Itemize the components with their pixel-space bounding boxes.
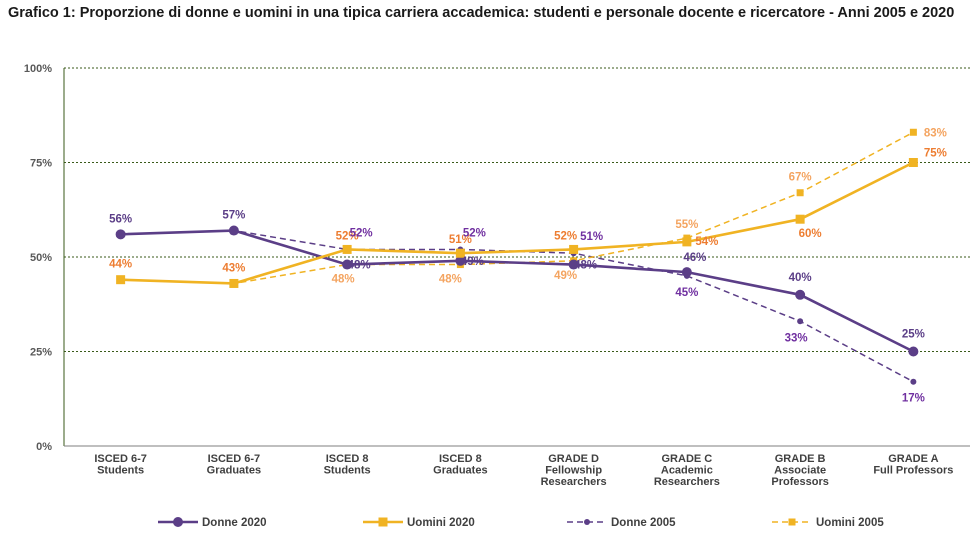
- legend-label: Donne 2020: [202, 517, 267, 529]
- y-tick-label: 50%: [30, 252, 52, 264]
- data-label: 52%: [336, 230, 359, 242]
- y-tick-label: 25%: [30, 347, 52, 359]
- chart-title: Grafico 1: Proporzione di donne e uomini…: [8, 5, 955, 21]
- legend-label: Uomini 2020: [407, 517, 475, 529]
- x-tick-label: GRADE C Academic Researchers: [654, 453, 720, 488]
- y-tick-label: 75%: [30, 158, 52, 170]
- data-point: [115, 229, 126, 240]
- data-label: 49%: [554, 270, 577, 282]
- data-label: 43%: [222, 262, 245, 274]
- data-label: 60%: [799, 228, 822, 240]
- x-tick-label: ISCED 6-7 Students: [94, 453, 147, 477]
- data-label: 17%: [902, 393, 925, 405]
- series-line: [120, 229, 914, 383]
- series-line: [120, 161, 914, 285]
- series-line: [120, 229, 914, 353]
- data-point: [681, 267, 692, 278]
- data-point: [342, 244, 352, 254]
- x-tick-label: GRADE B Associate Professors: [771, 453, 828, 488]
- data-point: [568, 259, 579, 270]
- data-label: 33%: [785, 332, 808, 344]
- data-label: 51%: [580, 231, 603, 243]
- x-tick-label: GRADE D Fellowship Researchers: [541, 453, 607, 488]
- data-label: 54%: [695, 236, 718, 248]
- data-point: [455, 255, 466, 266]
- y-tick-label: 0%: [36, 441, 52, 453]
- data-label: 46%: [683, 252, 706, 264]
- series-line: [120, 131, 914, 285]
- y-tick-label: 100%: [24, 63, 52, 75]
- data-label: 40%: [789, 272, 812, 284]
- legend-marker: [584, 519, 590, 525]
- data-point: [455, 248, 465, 258]
- data-point: [908, 158, 918, 167]
- data-point: [908, 346, 919, 357]
- data-label: 51%: [449, 234, 472, 246]
- data-label: 48%: [348, 260, 371, 272]
- data-point: [116, 275, 126, 285]
- data-labels: 56% 57%48% 49% 48%46%40%25%44% 43%52% 51% 52% 5…: [109, 127, 947, 404]
- data-label: 56%: [109, 213, 132, 225]
- legend-label: Donne 2005: [611, 517, 676, 529]
- series-lines: [115, 128, 919, 385]
- data-label: 52%: [463, 227, 486, 239]
- x-tick-label: ISCED 8 Students: [324, 453, 371, 477]
- data-point: [569, 244, 579, 254]
- data-point: [229, 278, 239, 288]
- grid-lines: [64, 67, 970, 352]
- data-label: 49%: [461, 256, 484, 268]
- x-tick-label: ISCED 6-7 Graduates: [207, 453, 261, 477]
- data-label: 48%: [439, 274, 462, 286]
- data-label: 67%: [789, 172, 812, 184]
- data-point: [795, 214, 805, 224]
- x-tick-label: GRADE A Full Professors: [873, 453, 953, 477]
- data-label: 48%: [332, 274, 355, 286]
- data-label: 52%: [350, 227, 373, 239]
- data-point: [795, 289, 806, 300]
- data-point: [228, 225, 239, 236]
- data-point: [797, 318, 804, 325]
- data-point: [910, 378, 917, 385]
- data-point: [342, 259, 353, 270]
- data-point: [909, 128, 917, 136]
- data-label: 57%: [222, 210, 245, 222]
- data-label: 48%: [574, 260, 597, 272]
- data-label: 45%: [675, 287, 698, 299]
- data-label: 44%: [109, 259, 132, 271]
- legend-marker: [378, 517, 388, 527]
- legend-marker: [788, 518, 796, 526]
- data-label: 52%: [554, 230, 577, 242]
- data-label: 25%: [902, 329, 925, 341]
- axes: 0% 25% 50% 75% 100% ISCED 6-7 Students ISCED 6-…: [24, 63, 970, 488]
- legend-label: Uomini 2005: [816, 517, 884, 529]
- data-label: 83%: [924, 127, 947, 139]
- x-tick-label: ISCED 8 Graduates: [433, 453, 487, 477]
- legend: Donne 2020 Uomini 2020 Donne 2005 Uomini 20…: [158, 517, 884, 529]
- data-point: [682, 237, 692, 247]
- legend-marker: [173, 517, 183, 527]
- data-label: 55%: [675, 219, 698, 231]
- data-point: [796, 189, 804, 197]
- data-label: 75%: [924, 148, 947, 160]
